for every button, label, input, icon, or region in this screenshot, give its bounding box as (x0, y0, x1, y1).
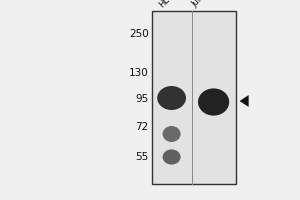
Ellipse shape (157, 86, 186, 110)
Bar (152, 11, 236, 184)
Text: 250: 250 (129, 29, 148, 39)
Text: Jurkat: Jurkat (190, 0, 214, 9)
Text: 130: 130 (129, 68, 148, 78)
Polygon shape (240, 96, 248, 106)
Ellipse shape (198, 88, 229, 116)
Text: HL-60: HL-60 (157, 0, 181, 9)
Ellipse shape (163, 126, 181, 142)
Text: 55: 55 (135, 152, 148, 162)
Text: 95: 95 (135, 94, 148, 104)
Ellipse shape (163, 149, 181, 165)
Text: 72: 72 (135, 122, 148, 132)
